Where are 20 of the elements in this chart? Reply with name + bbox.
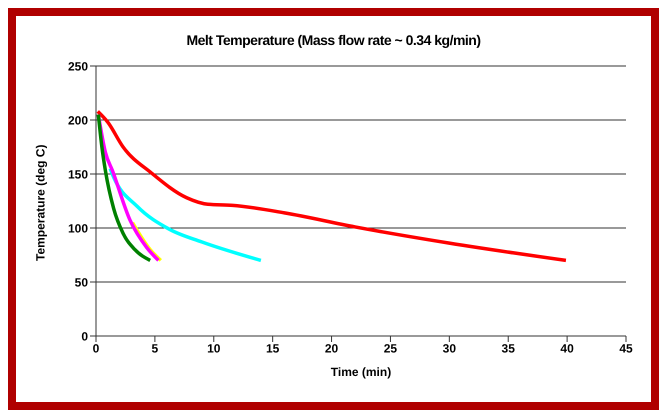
y-tick-label: 50 [74, 275, 88, 290]
y-tick-label: 200 [68, 113, 88, 128]
line-series [96, 110, 568, 262]
y-tick-label: 100 [68, 221, 88, 236]
y-tick-label: 150 [68, 167, 88, 182]
x-tick-label: 30 [442, 342, 456, 356]
x-tick-label: 5 [152, 342, 159, 356]
x-tick-label: 0 [92, 342, 100, 356]
x-axis-title: Time (min) [330, 365, 392, 379]
x-tick-label: 25 [384, 342, 398, 356]
x-tick-label: 20 [324, 342, 339, 356]
y-tick-label: 0 [81, 329, 88, 344]
x-tick-label: 10 [207, 342, 221, 356]
x-tick-label: 15 [266, 342, 280, 356]
x-tick-label: 40 [560, 342, 574, 356]
y-tick-label: 250 [68, 59, 88, 74]
x-tick-label: 35 [502, 342, 516, 356]
x-tick-label: 45 [619, 342, 633, 356]
chart-title: Melt Temperature (Mass flow rate ~ 0.34 kg/min) [185, 31, 482, 48]
y-axis-title: Temperature (deg C) [33, 144, 48, 261]
